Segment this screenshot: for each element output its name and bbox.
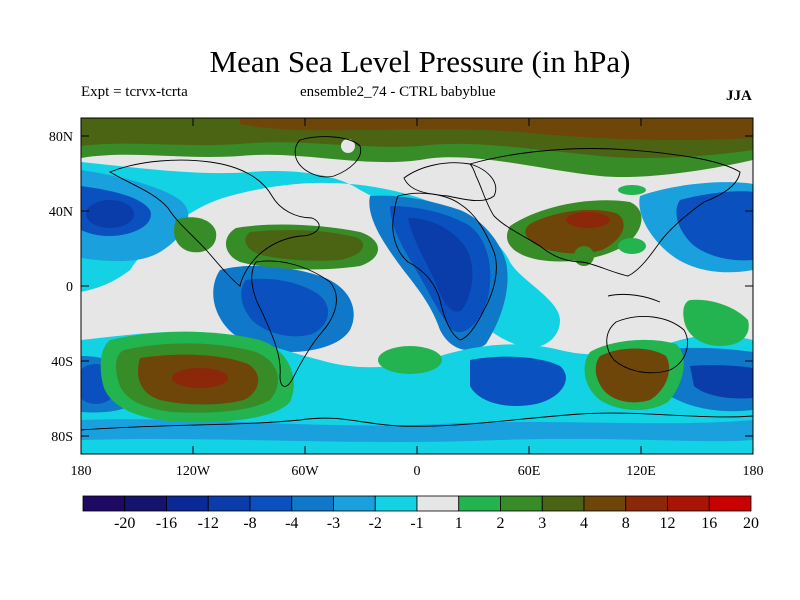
- africa-coast: [392, 192, 497, 341]
- south-atlantic-high: [378, 346, 442, 374]
- australia-high-core: [595, 348, 670, 403]
- y-tick-label: 40S: [51, 355, 73, 370]
- y-axis: [81, 135, 753, 437]
- y-tick-labels: 80N 40N 0 40S 80S: [49, 130, 73, 445]
- europe-coast: [403, 162, 497, 202]
- colorbar-label: 2: [497, 515, 505, 532]
- colorbar-swatch: [166, 495, 209, 512]
- caribbean-high-core: [245, 230, 364, 261]
- south-atlantic-low: [470, 356, 566, 406]
- antarctica-coast: [81, 412, 753, 431]
- x-tick-label: 120E: [626, 464, 656, 479]
- colorbar-swatch: [333, 495, 376, 512]
- south-indian-low-core: [690, 365, 753, 399]
- colorbar-swatch: [541, 495, 585, 512]
- chart-title: Mean Sea Level Pressure (in hPa): [209, 44, 631, 79]
- x-tick-label: 60E: [518, 464, 541, 479]
- colorbar-swatch: [82, 495, 126, 512]
- north-america-coast: [108, 159, 320, 287]
- asia-high-center: [566, 212, 610, 228]
- y-tick-label: 80S: [51, 430, 73, 445]
- x-tick-label: 0: [414, 464, 421, 479]
- colorbar-label: 8: [622, 515, 630, 532]
- india-high: [574, 246, 594, 266]
- colorbar-label: -8: [243, 515, 256, 532]
- colorbar-label: 3: [538, 515, 546, 532]
- colorbar-label: 16: [701, 515, 717, 532]
- colorbar-label: -1: [410, 515, 423, 532]
- y-tick-label: 40N: [49, 205, 73, 220]
- south-pacific-high-center: [172, 368, 228, 388]
- colorbar-swatch: [667, 495, 710, 512]
- x-tick-label: 180: [743, 464, 764, 479]
- colorbar-swatch: [124, 495, 167, 512]
- x-tick-label: 120W: [176, 464, 211, 479]
- colorbar-label: 12: [660, 515, 676, 532]
- mexico-high: [173, 217, 217, 253]
- colorbar-label: -2: [369, 515, 382, 532]
- colorbar-swatch: [583, 495, 627, 512]
- greenland-coast: [294, 136, 362, 178]
- asia-coast: [469, 148, 741, 277]
- x-tick-label: 60W: [291, 464, 319, 479]
- siberia-high-small: [618, 185, 646, 195]
- colorbar-swatch: [625, 495, 668, 512]
- coastlines: [81, 136, 753, 431]
- south-america-low-core: [241, 278, 329, 337]
- colorbar-swatch: [374, 495, 418, 512]
- colorbar-label: -12: [198, 515, 219, 532]
- y-tick-label: 80N: [49, 130, 73, 145]
- arctic-high-inner: [240, 118, 753, 140]
- arctic-light-spot: [341, 139, 355, 153]
- colorbar: -20 -16 -12 -8 -4 -3 -2 -1 1 2 3 4 8 12 16 20: [82, 495, 759, 532]
- north-pacific-low-center: [86, 200, 134, 228]
- season-label: JJA: [726, 88, 752, 104]
- colorbar-swatch: [291, 495, 334, 512]
- colorbar-label: 4: [580, 515, 588, 532]
- colorbar-swatch: [708, 495, 752, 512]
- indonesia-coast: [607, 293, 661, 303]
- colorbar-label: 20: [743, 515, 759, 532]
- east-china-high: [618, 238, 646, 254]
- colorbar-swatch: [500, 495, 543, 512]
- colorbar-swatch: [207, 495, 251, 512]
- x-tick-labels: 180 120W 60W 0 60E 120E 180: [71, 464, 764, 479]
- pressure-field: [81, 118, 753, 454]
- x-tick-label: 180: [71, 464, 92, 479]
- colorbar-label: -20: [114, 515, 135, 532]
- south-america-coast: [251, 260, 337, 387]
- colorbar-label: -3: [327, 515, 340, 532]
- experiment-label: Expt = tcrvx-tcrta: [81, 84, 188, 100]
- colorbar-swatch: [458, 495, 501, 512]
- colorbar-swatch: [416, 495, 460, 512]
- x-axis: [80, 118, 754, 454]
- west-pacific-high: [683, 299, 749, 346]
- colorbar-label: 1: [455, 515, 463, 532]
- colorbar-label: -4: [285, 515, 298, 532]
- y-tick-label: 0: [66, 280, 73, 295]
- australia-coast: [606, 316, 688, 374]
- africa-low-core: [408, 218, 473, 312]
- colorbar-swatch: [249, 495, 293, 512]
- ensemble-label: ensemble2_74 - CTRL babyblue: [300, 84, 496, 100]
- colorbar-label: -16: [156, 515, 177, 532]
